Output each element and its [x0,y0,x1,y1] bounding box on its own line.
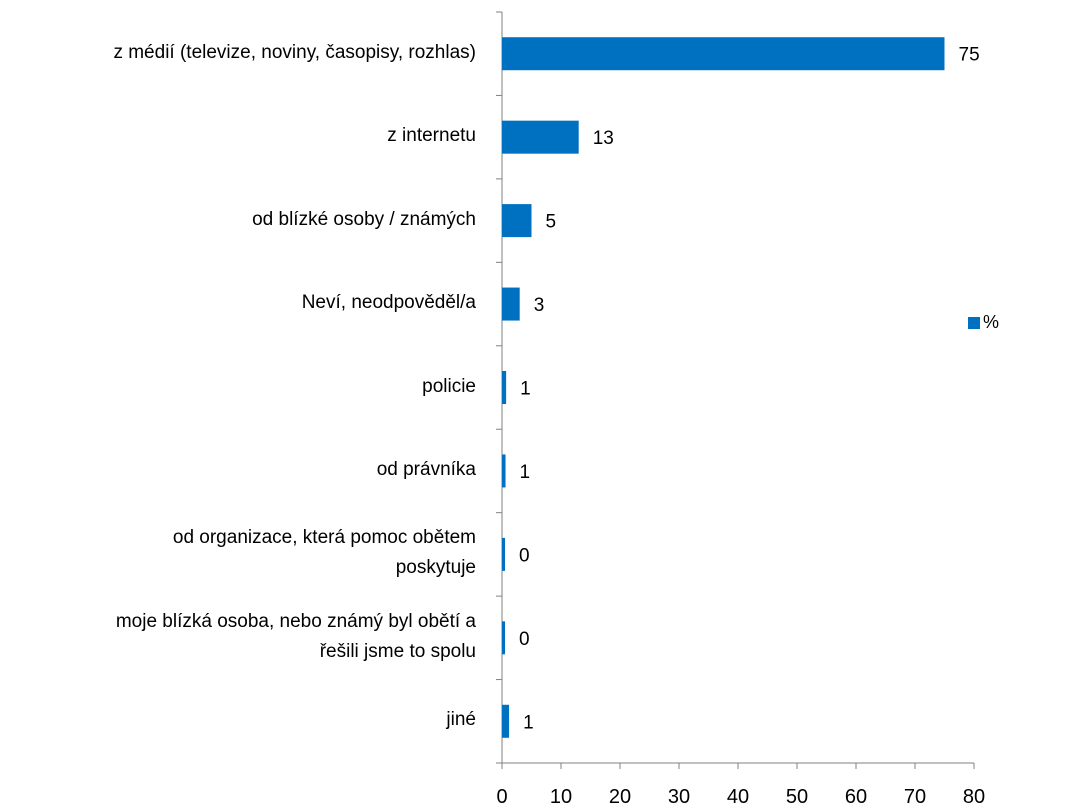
x-tick-label: 60 [845,786,867,808]
x-tick-label: 70 [904,786,926,808]
data-label: 0 [519,545,530,566]
x-tick-label: 0 [496,786,507,808]
category-label-line: Neví, neodpověděl/a [301,292,476,314]
category-label-line: od organizace, která pomoc obětem [172,527,476,549]
category-label: policie [6,372,476,402]
data-label: 13 [593,128,614,149]
category-label-line: moje blízká osoba, nebo známý byl obětí … [115,610,476,632]
data-label: 1 [520,379,531,400]
data-label: 1 [523,712,534,733]
x-tick-label: 30 [668,786,690,808]
x-tick-label: 80 [963,786,985,808]
category-label-line: jiné [446,709,476,731]
category-label-line: z internetu [387,125,476,147]
bar [502,704,510,738]
category-label: jiné [6,705,476,735]
category-label-line: poskytuje [395,557,476,579]
category-label: Neví, neodpověděl/a [6,288,476,318]
x-tick-label: 40 [727,786,749,808]
category-label-line: od blízké osoby / známých [252,208,476,230]
category-label: z médií (televize, noviny, časopisy, roz… [6,38,476,68]
category-label: moje blízká osoba, nebo známý byl obětí … [6,607,476,667]
data-label: 5 [546,212,557,233]
bar [502,37,945,71]
data-label: 75 [959,45,980,66]
category-label: od blízké osoby / známých [6,205,476,235]
bar [502,454,506,488]
legend: % [968,312,999,333]
legend-label: % [983,312,1000,332]
category-label-line: řešili jsme to spolu [319,640,476,662]
x-tick-label: 10 [550,786,572,808]
category-label: z internetu [6,121,476,151]
legend-swatch [968,316,980,329]
category-label-line: policie [422,375,476,397]
category-label-line: od právníka [376,458,476,480]
bar [502,287,520,321]
bar [502,204,532,238]
bar [502,537,505,571]
data-label: 0 [519,629,530,650]
data-label: 1 [520,462,531,483]
bar [502,120,579,154]
bar [502,371,507,404]
x-tick-label: 50 [786,786,808,808]
category-label: od organizace, která pomoc obětem poskytu… [6,523,476,583]
category-label: od právníka [6,455,476,485]
category-label-line: z médií (televize, noviny, časopisy, roz… [113,41,476,63]
x-tick-label: 20 [609,786,631,808]
bar [502,621,505,655]
data-label: 3 [534,295,545,316]
